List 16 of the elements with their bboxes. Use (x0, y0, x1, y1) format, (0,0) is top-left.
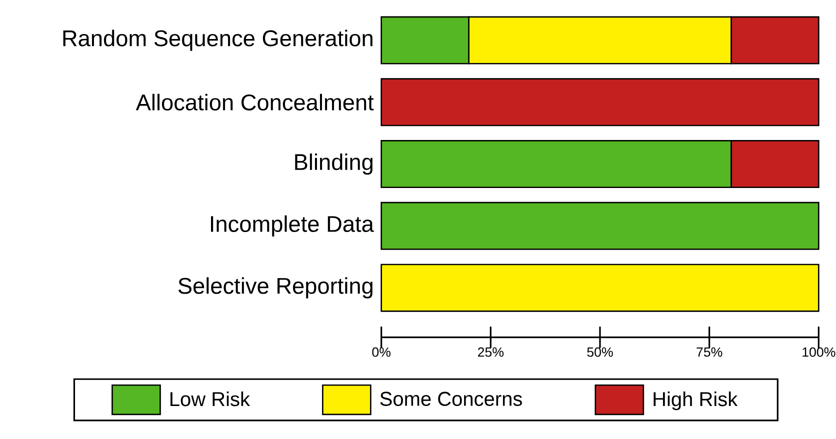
legend-label: Some Concerns (380, 392, 522, 406)
y-tick-label: Incomplete Data (210, 216, 374, 237)
bar (380, 202, 820, 250)
y-tick-label: Selective Reporting (178, 277, 372, 299)
x-tick-label: 100% (802, 348, 836, 357)
x-tick-label: 25% (478, 348, 504, 357)
bar (380, 264, 820, 312)
x-tick-label: 75% (696, 348, 722, 357)
y-tick-label: Blinding (295, 154, 372, 175)
y-tick-label: Allocation Concealment (136, 94, 374, 111)
y-tick-label: Random Sequence Generation (63, 30, 372, 52)
legend-label: High Risk (654, 392, 738, 410)
x-tick-label: 0% (372, 348, 391, 357)
bar (380, 78, 820, 126)
legend-label: Low Risk (170, 392, 250, 406)
x-tick-label: 50% (587, 348, 613, 357)
